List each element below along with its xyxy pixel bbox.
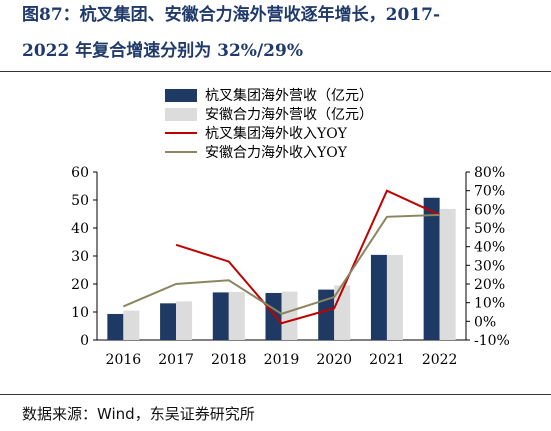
series-line (122, 213, 440, 315)
chart-svg: 杭叉集团海外营收（亿元） 安徽合力海外营收（亿元） 杭叉集团海外收入YOY 安徽合力海… (71, 87, 510, 368)
y-right-tick-label: 30% (474, 258, 505, 274)
y-left-tick-label: 0 (80, 333, 89, 349)
y-right-tick-label: -10% (474, 333, 510, 349)
y-right-tick-label: 50% (474, 221, 505, 237)
bar (123, 310, 140, 340)
chart-title-line1: 图87：杭叉集团、安徽合力海外营收逐年增长，2017- (22, 5, 441, 25)
x-tick-label: 2017 (158, 352, 194, 368)
bar (265, 292, 282, 340)
legend-swatch (165, 108, 197, 121)
bar (439, 208, 456, 340)
y-right-tick-label: 20% (474, 277, 505, 293)
bars (107, 197, 456, 340)
x-tick-label: 2022 (422, 352, 458, 368)
bar (386, 254, 403, 340)
y-right-tick-label: 70% (474, 184, 505, 200)
y-right-tick-label: 40% (474, 240, 505, 256)
source-note: 数据来源：Wind，东吴证券研究所 (22, 405, 255, 423)
y-left-tick-label: 50 (71, 193, 89, 209)
y-left-tick-label: 60 (71, 165, 89, 181)
legend: 杭叉集团海外营收（亿元） 安徽合力海外营收（亿元） 杭叉集团海外收入YOY 安徽合力海… (165, 87, 373, 161)
x-tick-label: 2016 (106, 352, 142, 368)
top-divider (0, 71, 551, 72)
y-right-tick-label: 0% (474, 314, 496, 330)
bar (281, 291, 298, 340)
bar (160, 303, 177, 340)
y-right-tick-label: 10% (474, 296, 505, 312)
y-left-tick-label: 20 (71, 277, 89, 293)
x-tick-label: 2021 (369, 352, 405, 368)
tick-labels: 0 10 20 30 40 50 60 -10% 0% 10% 20% 30% 40% 50% 60% 70%… (71, 165, 510, 368)
legend-label: 杭叉集团海外收入YOY (205, 125, 348, 142)
x-tick-label: 2018 (211, 352, 247, 368)
y-left-tick-label: 30 (71, 249, 89, 265)
y-left-tick-label: 40 (71, 221, 89, 237)
lines (122, 189, 441, 325)
legend-label: 安徽合力海外营收（亿元） (205, 107, 373, 123)
x-tick-label: 2020 (316, 352, 352, 368)
chart-title-line2: 2022 年复合增速分别为 32%/29% (22, 41, 303, 61)
bar (370, 254, 387, 340)
y-right-tick-label: 80% (474, 165, 505, 181)
bottom-divider (0, 394, 551, 395)
bar (228, 291, 245, 340)
legend-swatch (165, 89, 197, 102)
bar (318, 289, 335, 340)
legend-label: 杭叉集团海外营收（亿元） (205, 87, 373, 104)
legend-label: 安徽合力海外收入YOY (205, 145, 348, 161)
bar (107, 313, 124, 340)
y-right-tick-label: 60% (474, 202, 505, 218)
x-tick-label: 2019 (264, 352, 300, 368)
bar (423, 197, 440, 340)
bar (176, 301, 193, 340)
series-line (175, 189, 441, 325)
y-left-tick-label: 10 (71, 305, 89, 321)
bar (212, 292, 229, 340)
